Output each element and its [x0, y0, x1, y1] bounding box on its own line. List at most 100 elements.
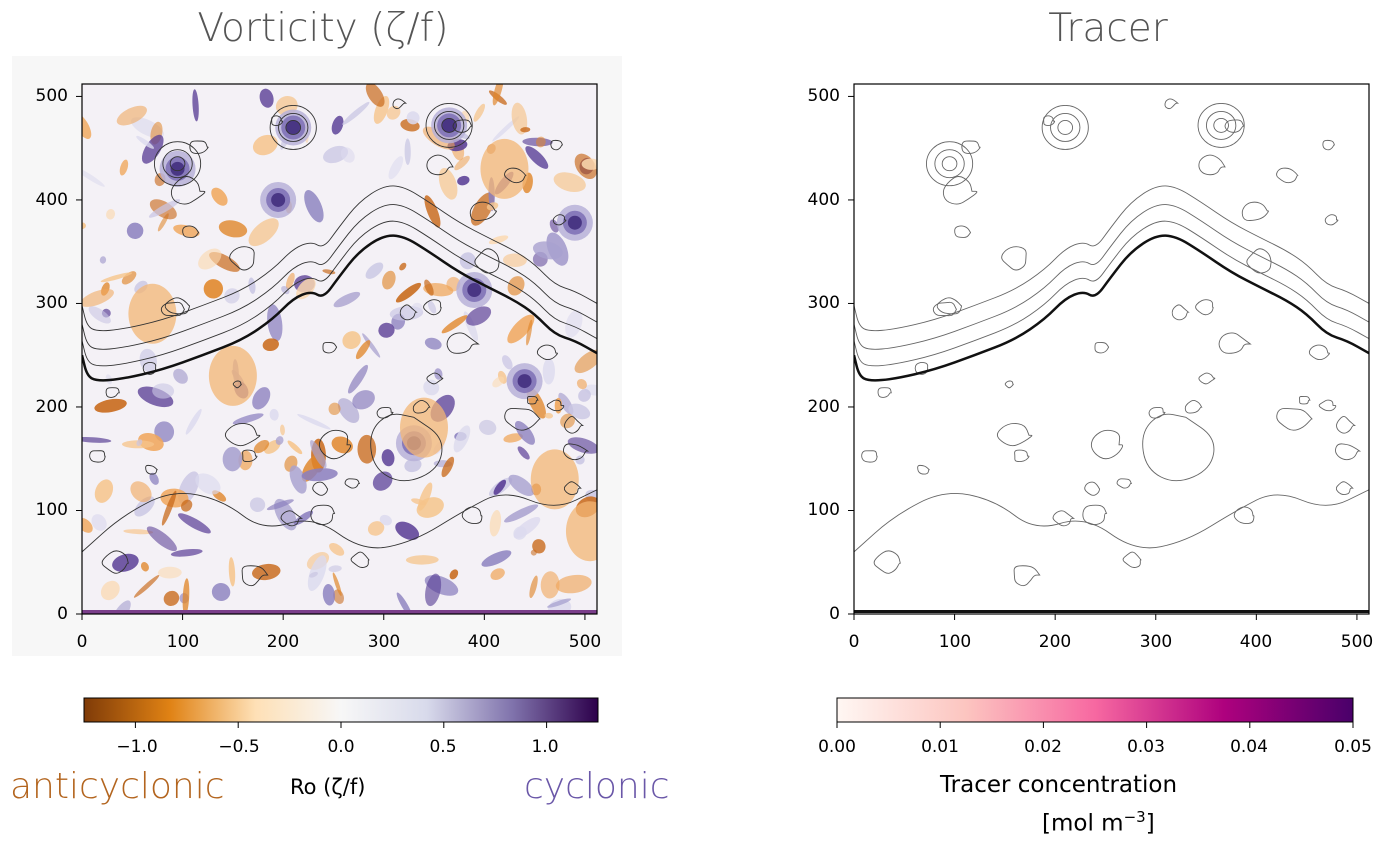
contour-line — [164, 297, 190, 315]
contour-line — [954, 225, 971, 238]
tracer-bottom-line — [854, 610, 1369, 613]
tracer-y-tick-200: 200 — [807, 397, 840, 417]
eddy-contour — [1050, 113, 1081, 142]
vorticity-feature — [331, 115, 344, 135]
contour-line — [563, 481, 582, 496]
vorticity-feature — [488, 235, 509, 245]
vorticity-feature — [502, 355, 513, 370]
vorticity-feature — [310, 440, 327, 469]
contour-line — [344, 478, 360, 489]
contour-line — [318, 429, 352, 460]
vorticity-x-tick-0: 0 — [76, 632, 88, 652]
vorticity-anticyclone — [128, 283, 177, 344]
tracer-axes-frame — [853, 83, 1370, 615]
tracer-colorbar-label-line1: Tracer concentration — [940, 772, 1178, 798]
contour-line — [1094, 342, 1110, 354]
vorticity-feature — [457, 175, 470, 186]
vorticity-feature — [454, 155, 470, 171]
contour-line — [546, 399, 565, 412]
vorticity-feature — [529, 575, 538, 599]
vorticity-feature — [130, 481, 152, 503]
eddy-contour — [1197, 102, 1245, 148]
vorticity-feature — [395, 282, 422, 303]
contour-line — [229, 246, 255, 271]
vorticity-feature — [532, 539, 546, 554]
contour-line — [1335, 481, 1354, 496]
vorticity-feature — [365, 84, 385, 107]
vorticity-feature — [411, 498, 427, 505]
vorticity-feature — [322, 269, 336, 275]
vorticity-feature — [575, 455, 585, 465]
vorticity-x-tick-500: 500 — [568, 632, 602, 652]
vorticity-y-tick-0: 0 — [57, 604, 68, 624]
vorticity-feature — [252, 563, 281, 581]
vorticity-feature — [379, 514, 392, 526]
vorticity-y-tick-200: 200 — [35, 397, 68, 417]
tracer-x-tick-400: 400 — [1239, 632, 1273, 652]
front-parallel-contour — [854, 204, 1369, 350]
contour-line — [873, 550, 901, 574]
tracer-y-tick-100: 100 — [807, 500, 840, 520]
vorticity-feature — [333, 291, 361, 308]
vorticity-feature — [280, 424, 285, 436]
vorticity-feature — [427, 300, 437, 314]
vorticity-eddy — [567, 215, 582, 230]
vorticity-feature — [555, 574, 592, 594]
tracer-tick-marks — [848, 95, 1358, 620]
vorticity-feature — [381, 449, 395, 467]
eddy-contour — [269, 105, 317, 150]
vorticity-feature — [136, 439, 143, 446]
vorticity-feature — [328, 565, 342, 573]
eddy-contour — [941, 156, 958, 172]
contour-line — [392, 98, 408, 110]
vorticity-feature — [511, 102, 528, 135]
tracer-y-tick-400: 400 — [807, 190, 840, 210]
vorticity-feature — [228, 557, 236, 587]
vorticity-feature — [173, 224, 200, 238]
vorticity-colorbar — [83, 697, 599, 723]
vorticity-eddy — [442, 118, 457, 133]
contour-line — [1184, 400, 1203, 414]
vorticity-eddy — [271, 192, 286, 207]
vorticity-title: Vorticity (ζ/f) — [197, 6, 449, 51]
vorticity-feature — [140, 561, 149, 572]
vorticity-feature — [478, 419, 497, 435]
contour-line — [423, 299, 442, 316]
front-parallel-contour — [82, 220, 597, 367]
vorticity-feature — [568, 403, 591, 420]
vorticity-feature — [106, 209, 116, 220]
vorticity-field — [82, 84, 597, 614]
vorticity-cb-tick-05: 0.5 — [429, 737, 457, 757]
contour-line — [1001, 246, 1027, 271]
vorticity-feature — [248, 277, 256, 294]
contour-line — [1298, 396, 1311, 405]
vorticity-feature — [565, 309, 583, 338]
vorticity-feature — [170, 548, 203, 557]
vorticity-x-tick-400: 400 — [467, 632, 501, 652]
vorticity-eddy — [517, 374, 532, 389]
contour-line — [1084, 481, 1101, 496]
vorticity-feature — [441, 456, 455, 478]
vorticity-feature — [266, 499, 294, 511]
tracer-x-tick-200: 200 — [1038, 632, 1072, 652]
vorticity-feature — [211, 582, 231, 601]
vorticity-feature — [373, 95, 390, 124]
tracer-x-tick-0: 0 — [848, 632, 860, 652]
vorticity-feature — [549, 219, 559, 233]
vorticity-eddy — [170, 161, 185, 176]
contour-line — [145, 464, 159, 475]
vorticity-feature — [540, 571, 560, 599]
vorticity-feature — [163, 590, 180, 606]
vorticity-feature — [222, 446, 243, 472]
vorticity-feature — [560, 413, 575, 429]
vorticity-feature — [136, 135, 155, 149]
vorticity-feature — [218, 220, 248, 238]
vorticity-tick-marks — [76, 95, 586, 620]
vorticity-feature — [248, 218, 279, 247]
tracer-y-tick-0: 0 — [829, 604, 840, 624]
vorticity-feature — [82, 166, 105, 187]
vorticity-feature — [507, 276, 525, 296]
vorticity-feature — [547, 598, 572, 608]
vorticity-feature — [386, 105, 401, 120]
vorticity-colorbar-label: Ro (ζ/f) — [290, 775, 366, 799]
